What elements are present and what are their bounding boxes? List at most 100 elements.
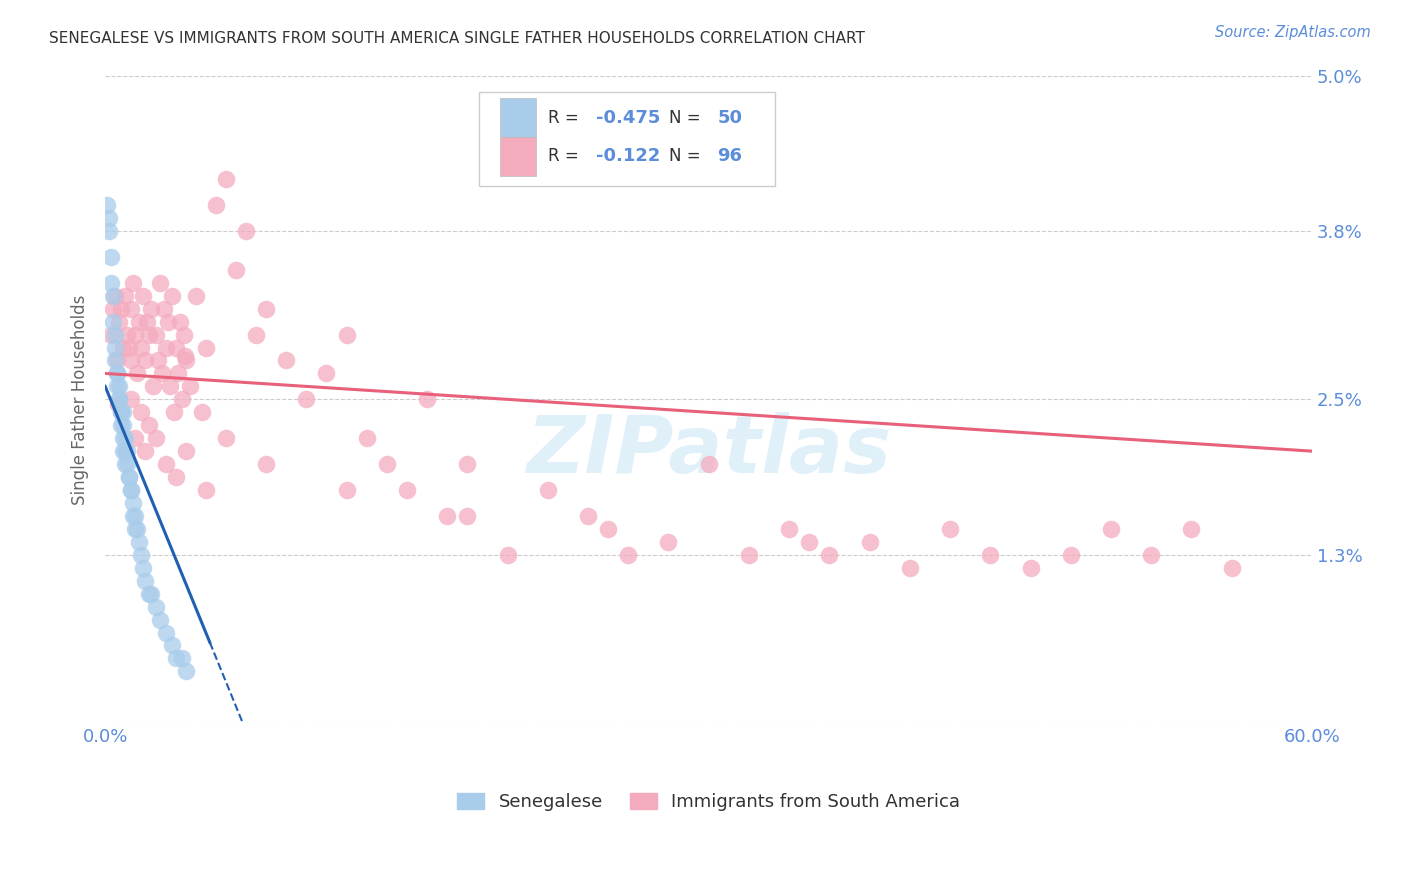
Point [160,289,183,303]
Point [104,289,127,303]
Point [184,289,207,303]
Point [215,431,238,445]
Point [141,587,163,601]
Point [98,211,121,225]
Point [336,327,359,342]
Point [104,341,127,355]
Point [110,405,132,419]
Point [100,250,122,264]
Point [120,483,142,497]
Point [150,367,173,381]
Point [96,198,118,212]
Point [105,367,128,381]
Point [124,327,146,342]
Point [112,341,135,355]
Point [254,457,277,471]
Point [108,379,131,393]
Text: -0.122: -0.122 [596,147,661,166]
Point [136,315,159,329]
Text: R =: R = [548,147,583,166]
Y-axis label: Single Father Households: Single Father Households [72,294,89,505]
Text: SENEGALESE VS IMMIGRANTS FROM SOUTH AMERICA SINGLE FATHER HOUSEHOLDS CORRELATION: SENEGALESE VS IMMIGRANTS FROM SOUTH AMER… [49,31,865,46]
Point [496,548,519,562]
Point [103,315,125,329]
Legend: Senegalese, Immigrants from South America: Senegalese, Immigrants from South Americ… [449,784,969,821]
Point [1099,522,1122,536]
Point [898,560,921,574]
Point [100,327,122,342]
Point [142,379,165,393]
Point [159,379,181,393]
Point [104,353,127,368]
Point [104,327,127,342]
Point [108,392,131,407]
Point [160,639,183,653]
Point [134,574,156,588]
Text: ZIPatlas: ZIPatlas [526,412,891,491]
Point [145,327,167,342]
Point [105,353,128,368]
Point [395,483,418,497]
Point [1180,522,1202,536]
Point [598,522,620,536]
Point [117,444,139,458]
Point [114,289,136,303]
Point [148,276,170,290]
Text: Source: ZipAtlas.com: Source: ZipAtlas.com [1215,25,1371,40]
Point [156,315,179,329]
Point [170,392,193,407]
Point [155,625,177,640]
Point [1019,560,1042,574]
Text: N =: N = [669,147,706,166]
Point [114,431,136,445]
Point [145,431,167,445]
Point [173,327,195,342]
Text: N =: N = [669,109,706,127]
Point [112,431,135,445]
Point [191,405,214,419]
Point [107,397,129,411]
Point [818,548,841,562]
Point [657,534,679,549]
Point [131,341,153,355]
Point [131,548,153,562]
Point [105,379,128,393]
Point [170,651,193,665]
Point [778,522,800,536]
Point [124,522,146,536]
Point [375,457,398,471]
Point [98,224,121,238]
Point [174,444,197,458]
Point [537,483,560,497]
Point [155,341,177,355]
Point [254,301,277,316]
Point [114,457,136,471]
Point [165,341,187,355]
Point [179,379,201,393]
Point [205,198,228,212]
Point [100,276,122,290]
Point [166,367,188,381]
Point [110,301,132,316]
Point [336,483,359,497]
Point [225,262,247,277]
Text: R =: R = [548,109,583,127]
Point [120,301,142,316]
Point [117,327,139,342]
FancyBboxPatch shape [479,92,775,186]
Point [127,522,149,536]
Text: -0.475: -0.475 [596,109,661,127]
Point [108,315,131,329]
Point [120,353,142,368]
Point [315,367,337,381]
Point [146,353,169,368]
Point [979,548,1001,562]
Point [194,483,217,497]
Point [1220,560,1243,574]
Point [1060,548,1083,562]
Point [118,470,141,484]
Point [110,405,132,419]
Point [118,341,141,355]
Point [127,367,149,381]
Point [416,392,439,407]
